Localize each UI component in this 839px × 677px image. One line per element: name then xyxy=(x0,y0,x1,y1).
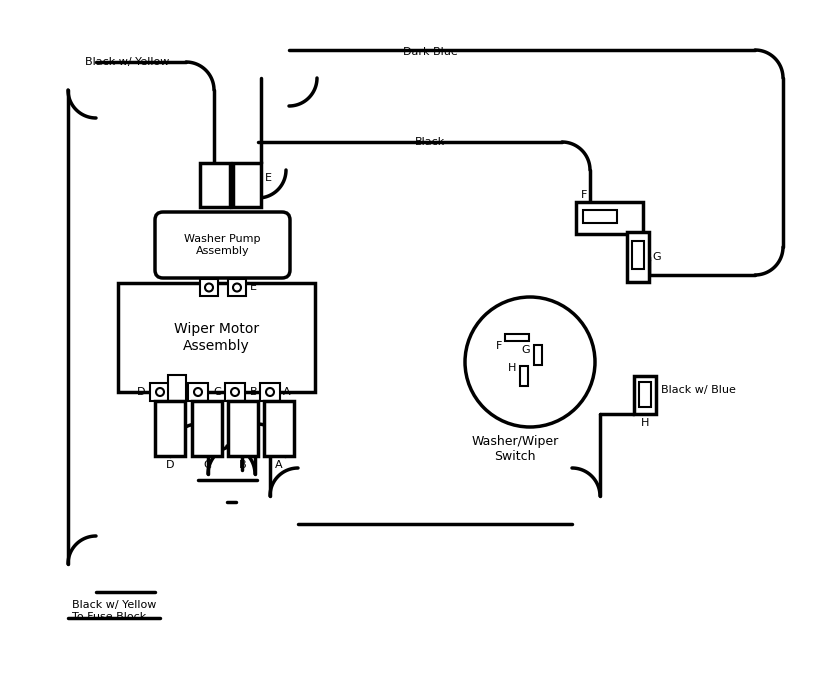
Text: Black w/ Yellow: Black w/ Yellow xyxy=(85,57,169,67)
Bar xyxy=(264,401,294,456)
Text: Dark Blue: Dark Blue xyxy=(403,47,457,57)
Text: F: F xyxy=(496,341,502,351)
Bar xyxy=(534,345,542,365)
Text: G: G xyxy=(521,345,530,355)
Text: Black w/ Blue: Black w/ Blue xyxy=(661,385,736,395)
Text: E: E xyxy=(250,282,257,292)
Bar xyxy=(260,383,280,401)
Text: Washer/Wiper
Switch: Washer/Wiper Switch xyxy=(472,435,559,463)
Text: H: H xyxy=(508,363,516,373)
Bar xyxy=(168,375,186,401)
Text: B: B xyxy=(239,460,247,470)
Bar xyxy=(192,401,222,456)
Bar xyxy=(639,382,651,407)
Bar xyxy=(118,283,315,392)
Bar xyxy=(188,383,208,401)
Bar xyxy=(505,334,529,341)
Bar xyxy=(200,163,230,207)
Bar xyxy=(520,366,528,386)
Bar xyxy=(200,279,218,296)
Text: D: D xyxy=(137,387,145,397)
Text: F: F xyxy=(581,190,587,200)
Text: C: C xyxy=(213,387,221,397)
Text: A: A xyxy=(275,460,283,470)
Text: Black w/ Yellow: Black w/ Yellow xyxy=(72,600,156,610)
Text: C: C xyxy=(203,460,211,470)
Bar xyxy=(228,401,258,456)
Text: Washer Pump
Assembly: Washer Pump Assembly xyxy=(185,234,261,256)
Bar xyxy=(627,232,649,282)
Bar xyxy=(233,163,261,207)
Circle shape xyxy=(465,297,595,427)
Bar xyxy=(228,279,246,296)
FancyBboxPatch shape xyxy=(155,212,290,278)
Bar xyxy=(576,202,643,234)
Bar xyxy=(225,383,245,401)
Bar xyxy=(155,401,185,456)
Text: H: H xyxy=(641,418,649,428)
Text: B: B xyxy=(250,387,258,397)
Bar xyxy=(632,241,644,269)
Text: E: E xyxy=(265,173,272,183)
Text: G: G xyxy=(652,252,660,262)
Bar xyxy=(634,376,656,414)
Text: Black: Black xyxy=(414,137,446,147)
Bar xyxy=(150,383,170,401)
Text: To Fuse Block: To Fuse Block xyxy=(72,612,146,622)
Text: Wiper Motor
Assembly: Wiper Motor Assembly xyxy=(174,322,259,353)
Text: A: A xyxy=(283,387,290,397)
Bar xyxy=(583,210,617,223)
Text: D: D xyxy=(166,460,175,470)
